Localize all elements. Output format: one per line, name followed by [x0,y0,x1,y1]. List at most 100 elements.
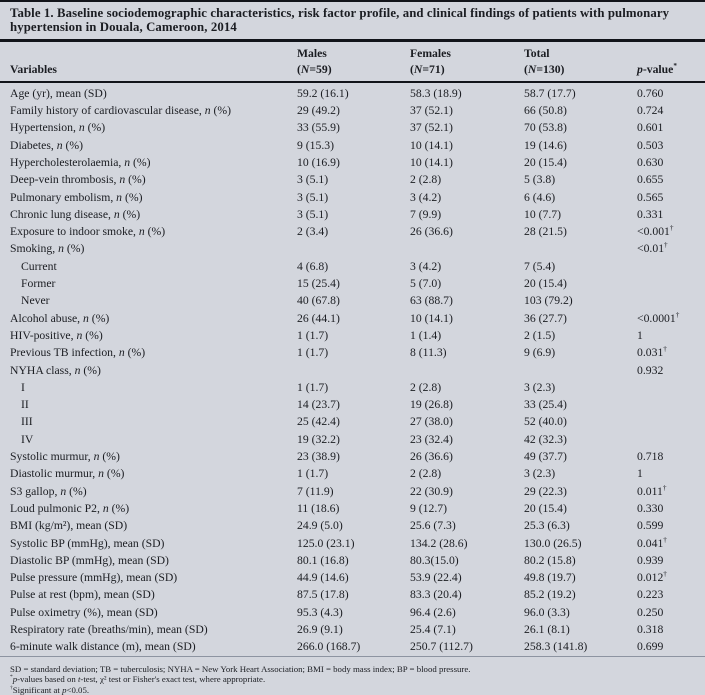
cell-total: 3 (2.3) [524,380,556,394]
cell-females: 10 (14.1) [410,156,453,169]
cell-total: 85.2 (19.2) [524,588,576,602]
cell-females [410,240,524,257]
cell-females: 3 (4.2) [410,190,442,204]
table-row: Pulse pressure (mmHg), mean (SD) 44.9 (14… [0,569,705,586]
row-label: Deep-vein thrombosis, n (%) [10,173,146,187]
cell-males: 1 (1.7) [297,380,329,394]
row-label: Exposure to indoor smoke, n (%) [10,225,166,239]
cell-total: 25.3 (6.3) [524,519,570,533]
table-row: Pulse oximetry (%), mean (SD) 95.3 (4.3) 9… [0,604,705,621]
cell-pvalue: 0.699 [637,640,664,654]
cell-females: 37 (52.1) [410,104,453,118]
row-label: HIV-positive, n (%) [10,328,103,342]
cell-males: 10 (16.9) [297,156,340,169]
cell-males: 1 (1.7) [297,467,329,481]
cell-total: 103 (79.2) [524,294,573,308]
cell-total: 33 (25.4) [524,398,567,412]
cell-males: 80.1 (16.8) [297,553,349,567]
cell-total: 9 (6.9) [524,346,556,360]
cell-pvalue: 1 [637,328,643,342]
cell-females: 63 (88.7) [410,294,453,308]
table-row: Chronic lung disease, n (%) 3 (5.1) 7 (9.9… [0,206,705,223]
cell-pvalue: 0.331 [637,207,664,221]
cell-pvalue [637,292,705,309]
column-header: (N=71) [410,62,524,83]
table-row: Loud pulmonic P2, n (%) 11 (18.6) 9 (12.7)… [0,500,705,517]
cell-males [297,362,410,379]
cell-total: 3 (2.3) [524,467,556,481]
cell-males: 11 (18.6) [297,501,340,515]
cell-pvalue: 0.318 [637,623,664,637]
cell-males: 95.3 (4.3) [297,605,343,619]
row-label: Age (yr), mean (SD) [10,86,107,100]
table-row: Family history of cardiovascular disease… [0,102,705,119]
cell-females: 8 (11.3) [410,346,447,360]
cell-females: 80.3(15.0) [410,553,459,567]
cell-females: 19 (26.8) [410,398,453,412]
row-label: Former [21,277,56,291]
row-label: NYHA class, n (%) [10,363,101,377]
row-label: Diabetes, n (%) [10,138,84,152]
cell-total: 2 (1.5) [524,328,556,342]
cell-females: 27 (38.0) [410,415,453,429]
cell-females: 53.9 (22.4) [410,571,462,585]
cell-total: 20 (15.4) [524,156,567,169]
table-row: Hypercholesterolaemia, n (%) 10 (16.9) 10 … [0,154,705,171]
cell-females: 25.4 (7.1) [410,623,456,637]
row-label: II [21,398,29,412]
table-row: Pulmonary embolism, n (%) 3 (5.1) 3 (4.2) 6… [0,189,705,206]
divider-above-footnotes [0,655,705,657]
cell-males: 19 (32.2) [297,432,340,446]
table-head: Males Females Total Variables (N=59) (N=71) (N… [0,42,705,83]
table-row: Current 4 (6.8) 3 (4.2) 7 (5.4) [0,258,705,275]
cell-pvalue: 1 [637,467,643,481]
cell-females: 250.7 (112.7) [410,640,473,654]
cell-total: 6 (4.6) [524,190,556,204]
table-row: Diastolic murmur, n (%) 1 (1.7) 2 (2.8) 3 (… [0,465,705,482]
cell-pvalue: 0.724 [637,104,664,118]
cell-pvalue: 0.012† [637,570,667,585]
cell-females: 2 (2.8) [410,173,442,187]
table-row: Pulse at rest (bpm), mean (SD) 87.5 (17.8… [0,586,705,603]
row-label: III [21,415,33,429]
cell-males: 125.0 (23.1) [297,536,355,550]
cell-pvalue: 0.250 [637,605,664,619]
cell-total: 36 (27.7) [524,311,567,325]
cell-females: 10 (14.1) [410,311,453,325]
row-label: Hypercholesterolaemia, n (%) [10,156,151,169]
row-label: I [21,380,25,394]
cell-males: 1 (1.7) [297,328,329,342]
cell-pvalue [637,275,705,292]
column-header: (N=130) [524,62,637,83]
cell-total: 5 (3.8) [524,173,556,187]
column-header [0,42,297,63]
cell-pvalue: 0.630 [637,156,664,169]
cell-pvalue: 0.599 [637,519,664,533]
cell-total: 26.1 (8.1) [524,623,570,637]
table-row: Respiratory rate (breaths/min), mean (SD… [0,621,705,638]
cell-total: 66 (50.8) [524,104,567,118]
column-header: Total [524,46,550,60]
cell-pvalue [637,396,705,413]
row-label: Systolic BP (mmHg), mean (SD) [10,536,165,550]
cell-pvalue: 0.223 [637,588,664,602]
cell-females: 3 (4.2) [410,259,442,273]
table-row: Hypertension, n (%) 33 (55.9) 37 (52.1) 70 … [0,119,705,136]
row-label: 6-minute walk distance (m), mean (SD) [10,640,196,654]
cell-males: 1 (1.7) [297,346,329,360]
table-row: NYHA class, n (%) 0.932 [0,362,705,379]
row-label: Current [21,259,57,273]
table-row: I 1 (1.7) 2 (2.8) 3 (2.3) [0,379,705,396]
cell-pvalue: 0.601 [637,121,664,135]
row-label: Hypertension, n (%) [10,121,106,135]
cell-pvalue [637,258,705,275]
cell-pvalue: 0.718 [637,450,664,464]
cell-females: 10 (14.1) [410,138,453,152]
table-row: 6-minute walk distance (m), mean (SD) 266… [0,638,705,655]
cell-males: 40 (67.8) [297,294,340,308]
cell-pvalue: 0.932 [637,363,664,377]
row-label: Systolic murmur, n (%) [10,450,120,464]
cell-pvalue: 0.330 [637,501,664,515]
cell-females: 134.2 (28.6) [410,536,468,550]
row-label: Never [21,294,50,308]
